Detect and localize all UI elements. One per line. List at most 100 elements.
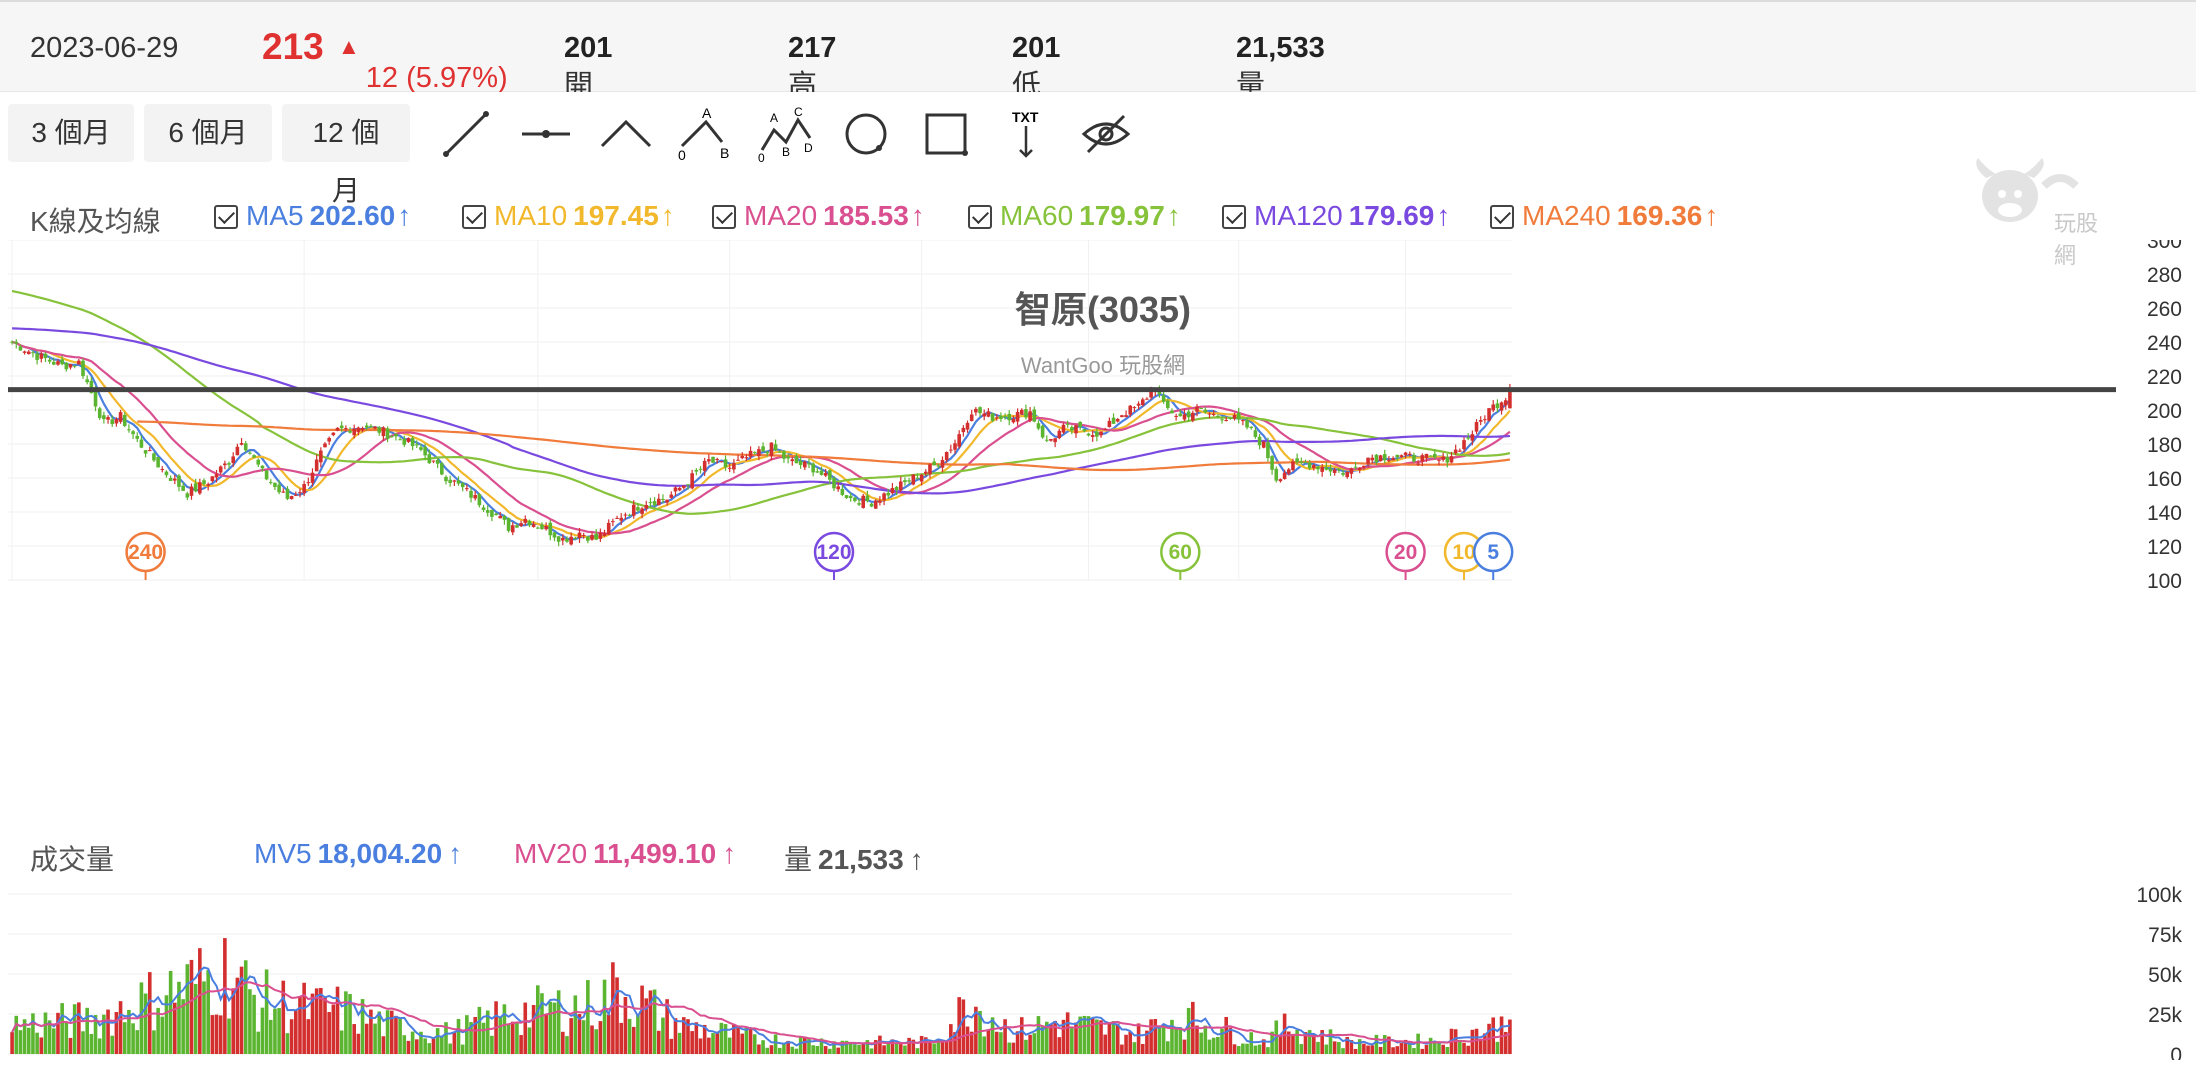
volume-bar <box>882 1045 886 1054</box>
volume-bar <box>1312 1033 1316 1054</box>
ma20-legend-item[interactable]: MA20 185.53↑ <box>712 200 925 232</box>
volume-bar <box>110 1035 115 1054</box>
horizontal-line-tool-icon[interactable] <box>518 106 574 162</box>
volume-bar <box>189 959 194 1054</box>
volume-bar <box>611 962 615 1054</box>
volume-bar <box>1195 1025 1199 1054</box>
line-tool-icon[interactable] <box>438 106 494 162</box>
candle-body <box>506 518 511 531</box>
volume-bar <box>64 1022 69 1054</box>
candlestick-chart[interactable]: 智原(3035) WantGoo 玩股網 240 120 60 20 10 5 100 12… <box>0 240 2196 820</box>
candle-body <box>465 488 469 490</box>
volume-bar <box>1458 1039 1462 1054</box>
rectangle-tool-icon[interactable] <box>918 106 974 162</box>
candle-body <box>1487 408 1491 421</box>
quote-change: ▲ 12 (5.97%) <box>338 32 508 94</box>
candle-body <box>940 460 945 468</box>
volume-bar <box>627 1018 632 1054</box>
ma60-value: 179.97 <box>1079 200 1165 231</box>
volume-bar <box>97 1038 102 1054</box>
candle-body <box>26 351 31 355</box>
candle-body <box>594 533 598 540</box>
ma60-checkbox[interactable] <box>968 205 992 229</box>
mv5-line <box>11 966 1511 1047</box>
ma10-checkbox[interactable] <box>462 205 486 229</box>
ma20-checkbox[interactable] <box>712 205 736 229</box>
volume-bar <box>264 969 269 1054</box>
volume-bar <box>39 1037 44 1054</box>
volume-bar <box>644 998 649 1054</box>
volume-bar <box>606 1014 611 1054</box>
volume-bar <box>218 1015 223 1054</box>
ma-marker-circle <box>1160 531 1201 573</box>
mv20-legend-item: MV20 11,499.10 ↑ <box>514 838 736 870</box>
hide-drawings-icon[interactable] <box>1078 106 1134 162</box>
volume-bar <box>1261 1039 1266 1054</box>
candle-body <box>1070 427 1074 431</box>
volume-bar <box>1036 1016 1041 1054</box>
candle-body <box>690 473 694 489</box>
ma10-value: 197.45 <box>573 200 659 231</box>
volume-bar <box>1483 1033 1487 1054</box>
candle-body <box>544 526 548 530</box>
ma120-legend-item[interactable]: MA120 179.69↑ <box>1222 200 1450 232</box>
candle-body <box>143 450 148 454</box>
volume-bar <box>1437 1041 1441 1054</box>
abc-pattern-tool-icon[interactable]: A B 0 <box>678 105 734 163</box>
candle-body <box>619 517 624 521</box>
ma20-label: MA20 <box>744 200 818 231</box>
volume-bar <box>969 1031 974 1054</box>
candle-body <box>1090 435 1095 437</box>
volume-bar <box>556 990 561 1054</box>
volume-bar <box>1157 1026 1162 1054</box>
volume-bar <box>289 1019 294 1054</box>
volume-bar <box>335 986 340 1054</box>
candle-body <box>410 438 415 447</box>
range-6-month-button[interactable]: 6 個月 <box>144 104 272 162</box>
ma240-checkbox[interactable] <box>1490 205 1514 229</box>
volume-bar <box>819 1038 824 1054</box>
candle-body <box>1374 454 1379 462</box>
ma5-checkbox[interactable] <box>214 205 238 229</box>
volume-bar <box>1428 1037 1433 1054</box>
candle-body <box>102 415 106 420</box>
volume-bar <box>1495 1041 1500 1054</box>
ma5-legend-item[interactable]: MA5 202.60↑ <box>214 200 411 232</box>
candle-body <box>928 464 932 475</box>
candle-body <box>444 476 448 482</box>
ma240-legend-item[interactable]: MA240 169.36↑ <box>1490 200 1718 232</box>
candle-body <box>886 492 891 496</box>
volume-bar <box>715 1031 719 1054</box>
candle-body <box>531 524 536 527</box>
ma240-up-arrow-icon: ↑ <box>1704 200 1719 231</box>
volume-bar <box>1140 1044 1145 1054</box>
candle-body <box>857 503 861 505</box>
volume-chart[interactable]: 0 25k 50k 75k 100k <box>0 870 2196 1060</box>
candle-body <box>1111 417 1116 424</box>
range-12-month-button[interactable]: 12 個月 <box>282 104 410 206</box>
ma120-line <box>12 327 1510 495</box>
candle-body <box>498 515 503 519</box>
volume-bar <box>1378 1046 1383 1054</box>
ma120-checkbox[interactable] <box>1222 205 1246 229</box>
candle-body <box>168 477 173 481</box>
circle-tool-icon[interactable] <box>838 106 894 162</box>
volume-bar <box>377 1011 382 1054</box>
candle-body <box>1057 430 1062 439</box>
ma60-legend-item[interactable]: MA60 179.97↑ <box>968 200 1181 232</box>
candle-body <box>327 437 331 442</box>
range-3-month-button[interactable]: 3 個月 <box>8 104 134 162</box>
candle-body <box>1249 426 1254 428</box>
angle-tool-icon[interactable] <box>598 106 654 162</box>
volume-bar <box>1249 1032 1254 1054</box>
mv20-label: MV20 <box>514 838 588 869</box>
text-tool-icon[interactable]: TXT <box>998 106 1054 162</box>
candle-body <box>335 427 340 431</box>
candle-body <box>1053 438 1057 443</box>
volume-bar <box>990 1017 995 1054</box>
ma10-legend-item[interactable]: MA10 197.45↑ <box>462 200 675 232</box>
volume-axis: 0 25k 50k 75k 100k <box>2136 884 2182 1060</box>
candle-body <box>694 469 699 472</box>
candle-body <box>1445 456 1450 463</box>
